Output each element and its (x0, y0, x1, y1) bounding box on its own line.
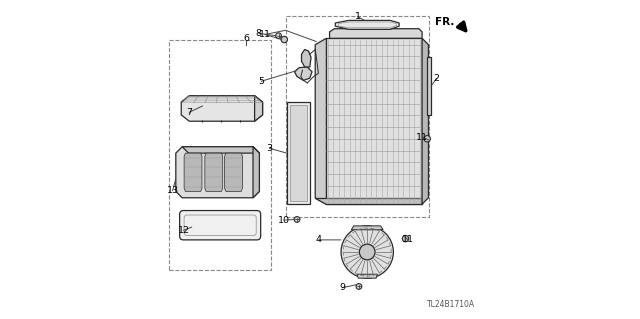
Polygon shape (301, 49, 311, 67)
Circle shape (424, 136, 430, 142)
Text: 3: 3 (266, 144, 273, 153)
Polygon shape (287, 102, 310, 204)
Text: 11: 11 (416, 133, 428, 142)
Circle shape (276, 33, 282, 39)
Polygon shape (316, 198, 422, 204)
Polygon shape (351, 226, 383, 230)
Text: 5: 5 (258, 77, 264, 86)
Text: 12: 12 (177, 226, 189, 235)
Text: 7: 7 (186, 108, 192, 117)
Text: 10: 10 (278, 216, 291, 225)
Circle shape (341, 226, 394, 278)
Circle shape (294, 217, 300, 222)
Circle shape (281, 36, 287, 43)
Polygon shape (294, 67, 312, 80)
Text: 6: 6 (243, 34, 249, 43)
Polygon shape (253, 147, 259, 198)
Polygon shape (181, 96, 262, 121)
Polygon shape (427, 57, 431, 115)
Polygon shape (255, 96, 262, 121)
Bar (170, 40, 271, 270)
Polygon shape (357, 274, 378, 278)
Text: FR.: FR. (435, 17, 454, 27)
Polygon shape (316, 38, 326, 204)
Circle shape (403, 235, 409, 242)
Polygon shape (184, 153, 202, 191)
Text: 11: 11 (259, 30, 271, 39)
Polygon shape (326, 38, 422, 204)
FancyBboxPatch shape (180, 211, 260, 240)
Text: 2: 2 (434, 74, 440, 83)
Polygon shape (422, 38, 428, 204)
Text: 4: 4 (316, 235, 322, 244)
Polygon shape (205, 153, 223, 191)
Text: 11: 11 (402, 235, 413, 244)
Text: 1: 1 (355, 12, 361, 21)
Circle shape (356, 284, 362, 289)
Polygon shape (290, 105, 307, 201)
Bar (285, 16, 429, 217)
Text: 13: 13 (166, 186, 179, 195)
Polygon shape (330, 29, 422, 38)
Text: TL24B1710A: TL24B1710A (427, 300, 475, 309)
Text: 8: 8 (256, 29, 262, 38)
Polygon shape (225, 153, 243, 191)
Circle shape (360, 244, 375, 260)
Polygon shape (176, 147, 259, 198)
Polygon shape (182, 147, 259, 153)
Polygon shape (335, 20, 399, 29)
Text: 9: 9 (339, 283, 346, 292)
